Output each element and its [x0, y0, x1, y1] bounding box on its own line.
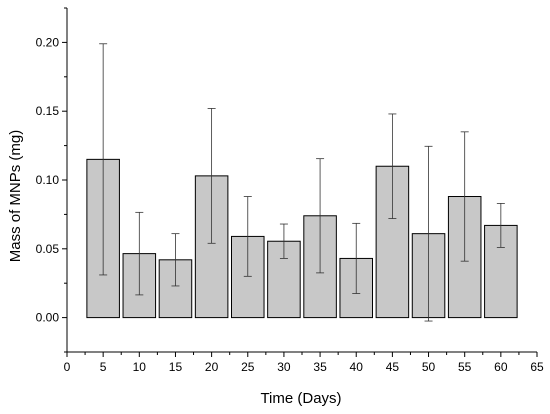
y-tick-label-0.00: 0.00 — [36, 311, 60, 325]
bars-group — [86, 158, 518, 319]
x-tick-label-30: 30 — [277, 360, 291, 374]
y-tick-label-0.05: 0.05 — [36, 242, 60, 256]
x-tick-label-40: 40 — [350, 360, 364, 374]
x-axis-title: Time (Days) — [260, 390, 341, 407]
x-tick-label-60: 60 — [494, 360, 508, 374]
bar-20 — [194, 175, 229, 319]
bar-25 — [231, 235, 265, 319]
x-tick-label-25: 25 — [241, 360, 255, 374]
x-tick-label-10: 10 — [133, 360, 147, 374]
error-bars-group — [99, 43, 505, 322]
y-axis-title: Mass of MNPs (mg) — [7, 130, 24, 263]
x-tick-label-35: 35 — [313, 360, 327, 374]
y-tick-label-0.20: 0.20 — [36, 35, 60, 49]
x-tick-label-20: 20 — [205, 360, 219, 374]
bar-45 — [375, 165, 410, 319]
y-tick-label-0.15: 0.15 — [36, 104, 60, 118]
x-tick-label-65: 65 — [530, 360, 544, 374]
y-tick-label-0.10: 0.10 — [36, 173, 60, 187]
x-tick-label-50: 50 — [422, 360, 436, 374]
x-tick-label-45: 45 — [386, 360, 400, 374]
ticks-group: 0 5 10 15 20 25 30 35 40 45 50 55 60 65 0.00 0.05 0.10 0.… — [36, 7, 544, 374]
x-tick-label-5: 5 — [100, 360, 107, 374]
x-tick-label-15: 15 — [169, 360, 183, 374]
x-tick-label-0: 0 — [64, 360, 71, 374]
x-tick-label-55: 55 — [458, 360, 472, 374]
